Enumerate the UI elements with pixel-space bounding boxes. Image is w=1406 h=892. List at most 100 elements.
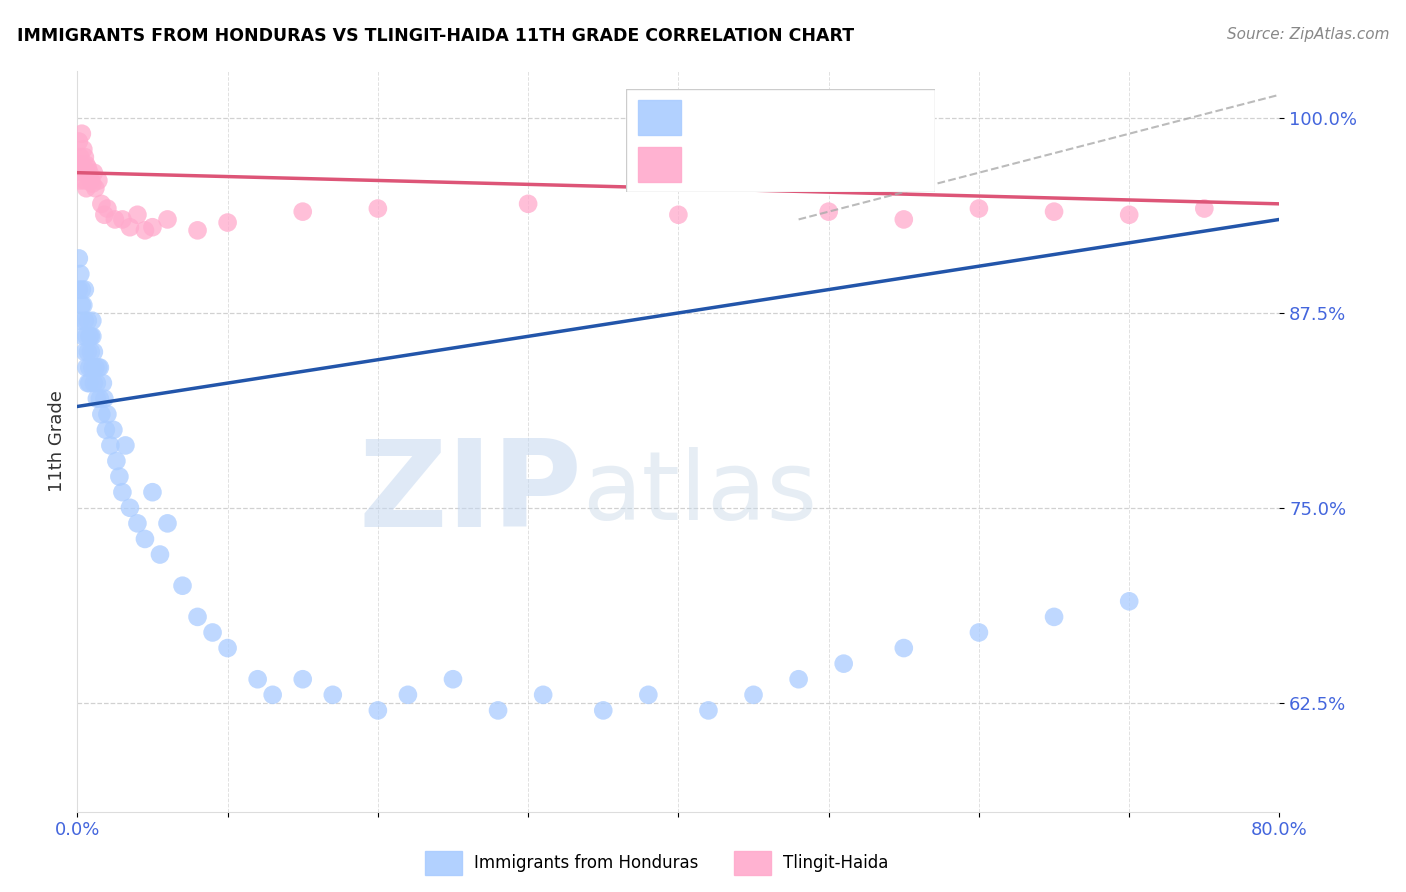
Point	[86, 392, 108, 406]
Point	[291, 204, 314, 219]
Text: Source: ZipAtlas.com: Source: ZipAtlas.com	[1226, 27, 1389, 42]
Point	[73, 150, 96, 164]
Point	[186, 223, 209, 237]
Point	[75, 329, 97, 343]
Point	[201, 625, 224, 640]
Point	[1043, 204, 1066, 219]
Point	[84, 181, 107, 195]
Point	[156, 516, 179, 531]
Point	[149, 548, 172, 562]
Point	[96, 407, 118, 421]
Point	[156, 212, 179, 227]
Point	[82, 360, 104, 375]
Point	[114, 438, 136, 452]
Point	[134, 223, 156, 237]
Point	[79, 329, 101, 343]
Point	[118, 500, 141, 515]
Point	[87, 360, 110, 375]
Point	[67, 252, 90, 266]
Point	[1043, 610, 1066, 624]
Text: IMMIGRANTS FROM HONDURAS VS TLINGIT-HAIDA 11TH GRADE CORRELATION CHART: IMMIGRANTS FROM HONDURAS VS TLINGIT-HAID…	[17, 27, 853, 45]
Point	[83, 376, 105, 390]
Point	[291, 672, 314, 686]
Bar	[638, 146, 682, 181]
Point	[80, 173, 103, 187]
Bar	[638, 101, 682, 136]
Point	[80, 329, 103, 343]
Point	[668, 208, 690, 222]
Point	[75, 158, 97, 172]
Text: Immigrants from Honduras: Immigrants from Honduras	[474, 854, 699, 872]
Point	[79, 360, 101, 375]
Point	[84, 360, 107, 375]
Point	[70, 127, 93, 141]
Point	[217, 641, 239, 656]
Point	[76, 314, 98, 328]
Point	[75, 360, 97, 375]
Point	[1194, 202, 1216, 216]
Point	[441, 672, 464, 686]
Point	[141, 220, 163, 235]
Text: R = -0.237   N = 41: R = -0.237 N = 41	[693, 155, 884, 173]
Point	[967, 625, 990, 640]
Point	[90, 407, 112, 421]
Point	[76, 345, 98, 359]
Point	[67, 283, 90, 297]
Point	[79, 376, 101, 390]
Bar	[425, 851, 461, 875]
Point	[83, 166, 105, 180]
Point	[817, 204, 839, 219]
Point	[89, 392, 111, 406]
Point	[73, 314, 96, 328]
Point	[76, 161, 98, 175]
Point	[96, 202, 118, 216]
Point	[108, 469, 131, 483]
Point	[75, 181, 97, 195]
Point	[89, 360, 111, 375]
Point	[172, 579, 194, 593]
Point	[127, 516, 149, 531]
Point	[367, 703, 389, 717]
Point	[893, 212, 915, 227]
Point	[186, 610, 209, 624]
Point	[73, 345, 96, 359]
Point	[91, 376, 114, 390]
Point	[531, 688, 554, 702]
Point	[517, 197, 540, 211]
Point	[100, 438, 122, 452]
Point	[79, 166, 101, 180]
Point	[72, 166, 94, 180]
Point	[486, 703, 509, 717]
Point	[111, 485, 134, 500]
Point	[396, 688, 419, 702]
Point	[83, 345, 105, 359]
Point	[70, 298, 93, 312]
Point	[82, 177, 104, 191]
Point	[742, 688, 765, 702]
Y-axis label: 11th Grade: 11th Grade	[48, 391, 66, 492]
Point	[67, 158, 90, 172]
Text: ZIP: ZIP	[359, 435, 582, 552]
Point	[86, 376, 108, 390]
Point	[592, 703, 614, 717]
Point	[93, 208, 115, 222]
Bar	[734, 851, 770, 875]
Point	[322, 688, 344, 702]
Point	[104, 212, 127, 227]
Point	[67, 135, 90, 149]
Point	[832, 657, 855, 671]
Point	[70, 158, 93, 172]
Point	[787, 672, 810, 686]
Text: atlas: atlas	[582, 447, 817, 540]
Point	[637, 688, 659, 702]
Point	[111, 212, 134, 227]
Point	[80, 345, 103, 359]
Point	[93, 392, 115, 406]
Point	[893, 641, 915, 656]
Point	[72, 298, 94, 312]
Point	[69, 267, 91, 281]
Point	[105, 454, 128, 468]
Point	[73, 173, 96, 187]
Point	[118, 220, 141, 235]
Point	[262, 688, 284, 702]
